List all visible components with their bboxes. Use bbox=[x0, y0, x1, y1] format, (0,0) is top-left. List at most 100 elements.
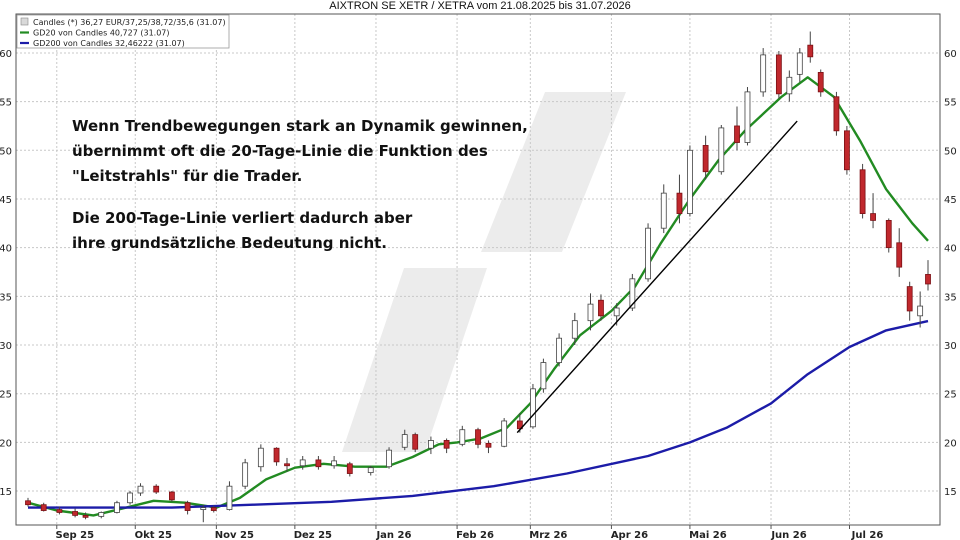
moving-average-lines bbox=[27, 76, 929, 517]
candles bbox=[25, 31, 931, 523]
candle-body-down bbox=[598, 299, 604, 317]
candle bbox=[587, 293, 594, 331]
x-tick-label: Okt 25 bbox=[135, 530, 172, 540]
candle bbox=[242, 458, 249, 490]
candle bbox=[40, 502, 47, 512]
y-tick-label-left: 30 bbox=[0, 341, 12, 352]
candle bbox=[346, 461, 353, 477]
gd200-line bbox=[28, 319, 929, 509]
candle-body-down bbox=[817, 72, 824, 93]
candle bbox=[443, 438, 450, 454]
candle-body-down bbox=[40, 504, 47, 511]
candle bbox=[917, 291, 924, 328]
candle-body-up bbox=[556, 337, 563, 363]
candle-body-down bbox=[56, 509, 63, 513]
x-tick-label: Sep 25 bbox=[56, 530, 95, 540]
candle-body-down bbox=[25, 500, 31, 506]
candle bbox=[137, 483, 144, 496]
candle bbox=[530, 383, 536, 429]
legend-box bbox=[16, 14, 230, 49]
y-axis-right: 15 20 25 30 35 40 45 50 55 60 bbox=[944, 49, 957, 498]
candle bbox=[273, 447, 280, 466]
candle-body-down bbox=[775, 54, 782, 95]
candle bbox=[82, 512, 89, 520]
candle-body-down bbox=[734, 125, 740, 143]
y-tick-label-left: 20 bbox=[0, 438, 12, 449]
y-tick-label-left: 60 bbox=[0, 49, 12, 60]
candle bbox=[56, 506, 63, 515]
legend-swatch-candles bbox=[20, 17, 29, 26]
candle bbox=[386, 447, 392, 469]
candle-body-up bbox=[114, 502, 120, 513]
y-tick-label-left: 50 bbox=[0, 146, 12, 157]
watermark-shape-top bbox=[481, 92, 626, 252]
candle bbox=[676, 174, 683, 224]
x-tick-label: Jul 26 bbox=[851, 530, 884, 540]
candle bbox=[501, 418, 508, 448]
candle bbox=[645, 223, 651, 282]
candle-body-up bbox=[718, 127, 725, 173]
candle-body-up bbox=[587, 303, 594, 322]
y-tick-label-right: 20 bbox=[944, 438, 957, 449]
candle bbox=[459, 425, 466, 447]
candle bbox=[257, 444, 264, 472]
candle bbox=[718, 124, 725, 175]
candle bbox=[98, 511, 105, 519]
candle-body-up bbox=[687, 149, 693, 214]
candle-body-down bbox=[702, 145, 709, 173]
candle-body-down bbox=[906, 286, 913, 312]
candle bbox=[401, 429, 408, 451]
candle bbox=[598, 294, 604, 321]
candle bbox=[412, 432, 419, 453]
candle-body-up bbox=[331, 460, 338, 467]
candle-body-down bbox=[896, 242, 903, 268]
candle bbox=[153, 484, 160, 494]
candle-body-down bbox=[168, 491, 175, 501]
candle-body-up bbox=[645, 227, 651, 280]
plot-frame bbox=[15, 13, 941, 526]
y-tick-label-right: 60 bbox=[944, 49, 957, 60]
y-axis-left: 15 20 25 30 35 40 45 50 55 60 bbox=[0, 49, 12, 498]
y-tick-label-left: 40 bbox=[0, 244, 12, 255]
candle bbox=[184, 500, 191, 515]
candle-body-down bbox=[184, 502, 191, 511]
x-tick-label: Jun 26 bbox=[770, 530, 806, 540]
y-tick-label-right: 25 bbox=[944, 390, 957, 401]
candle bbox=[807, 31, 814, 63]
candle bbox=[299, 456, 306, 470]
candle bbox=[796, 48, 803, 83]
watermark-shape-bottom bbox=[342, 268, 487, 452]
trendline bbox=[516, 120, 798, 434]
candle-body-down bbox=[885, 219, 892, 249]
candle bbox=[817, 69, 824, 97]
candle-body-up bbox=[98, 512, 105, 517]
candle-body-down bbox=[412, 434, 419, 450]
gd20-line bbox=[27, 76, 929, 517]
x-axis: Sep 25 Okt 25 Nov 25 Dez 25 Jan 26 Feb 26 Mrz … bbox=[56, 525, 884, 540]
candle-body-up bbox=[744, 91, 751, 143]
candle-body-down bbox=[443, 440, 450, 449]
annotation-line: Die 200-Tage-Linie verliert dadurch aber bbox=[72, 209, 413, 227]
candle bbox=[896, 228, 903, 277]
candle-body-up bbox=[127, 492, 133, 504]
candle-body-down bbox=[833, 96, 840, 132]
candle bbox=[226, 481, 233, 511]
x-tick-label: Nov 25 bbox=[215, 530, 254, 540]
candle-body-up bbox=[386, 449, 392, 468]
candle-body-up bbox=[501, 420, 508, 447]
candle-body-down bbox=[210, 507, 217, 511]
y-tick-label-left: 55 bbox=[0, 98, 12, 109]
legend: Candles (*) 36,27 EUR/37,25/38,72/35,6 (… bbox=[16, 14, 230, 49]
candle-body-up bbox=[299, 459, 306, 467]
candle bbox=[114, 500, 120, 514]
candle-body-down bbox=[676, 192, 683, 214]
candle-body-up bbox=[459, 429, 466, 445]
annotations: Wenn Trendbewegungen stark an Dynamik ge… bbox=[72, 117, 528, 252]
x-tick-label: Apr 26 bbox=[611, 530, 648, 540]
legend-label: GD20 von Candles 40,727 (31.07) bbox=[33, 29, 170, 38]
candle-body-up bbox=[367, 467, 374, 473]
y-tick-label-right: 40 bbox=[944, 244, 957, 255]
candle bbox=[367, 465, 374, 476]
y-tick-label-left: 35 bbox=[0, 292, 12, 303]
candle bbox=[210, 505, 217, 513]
